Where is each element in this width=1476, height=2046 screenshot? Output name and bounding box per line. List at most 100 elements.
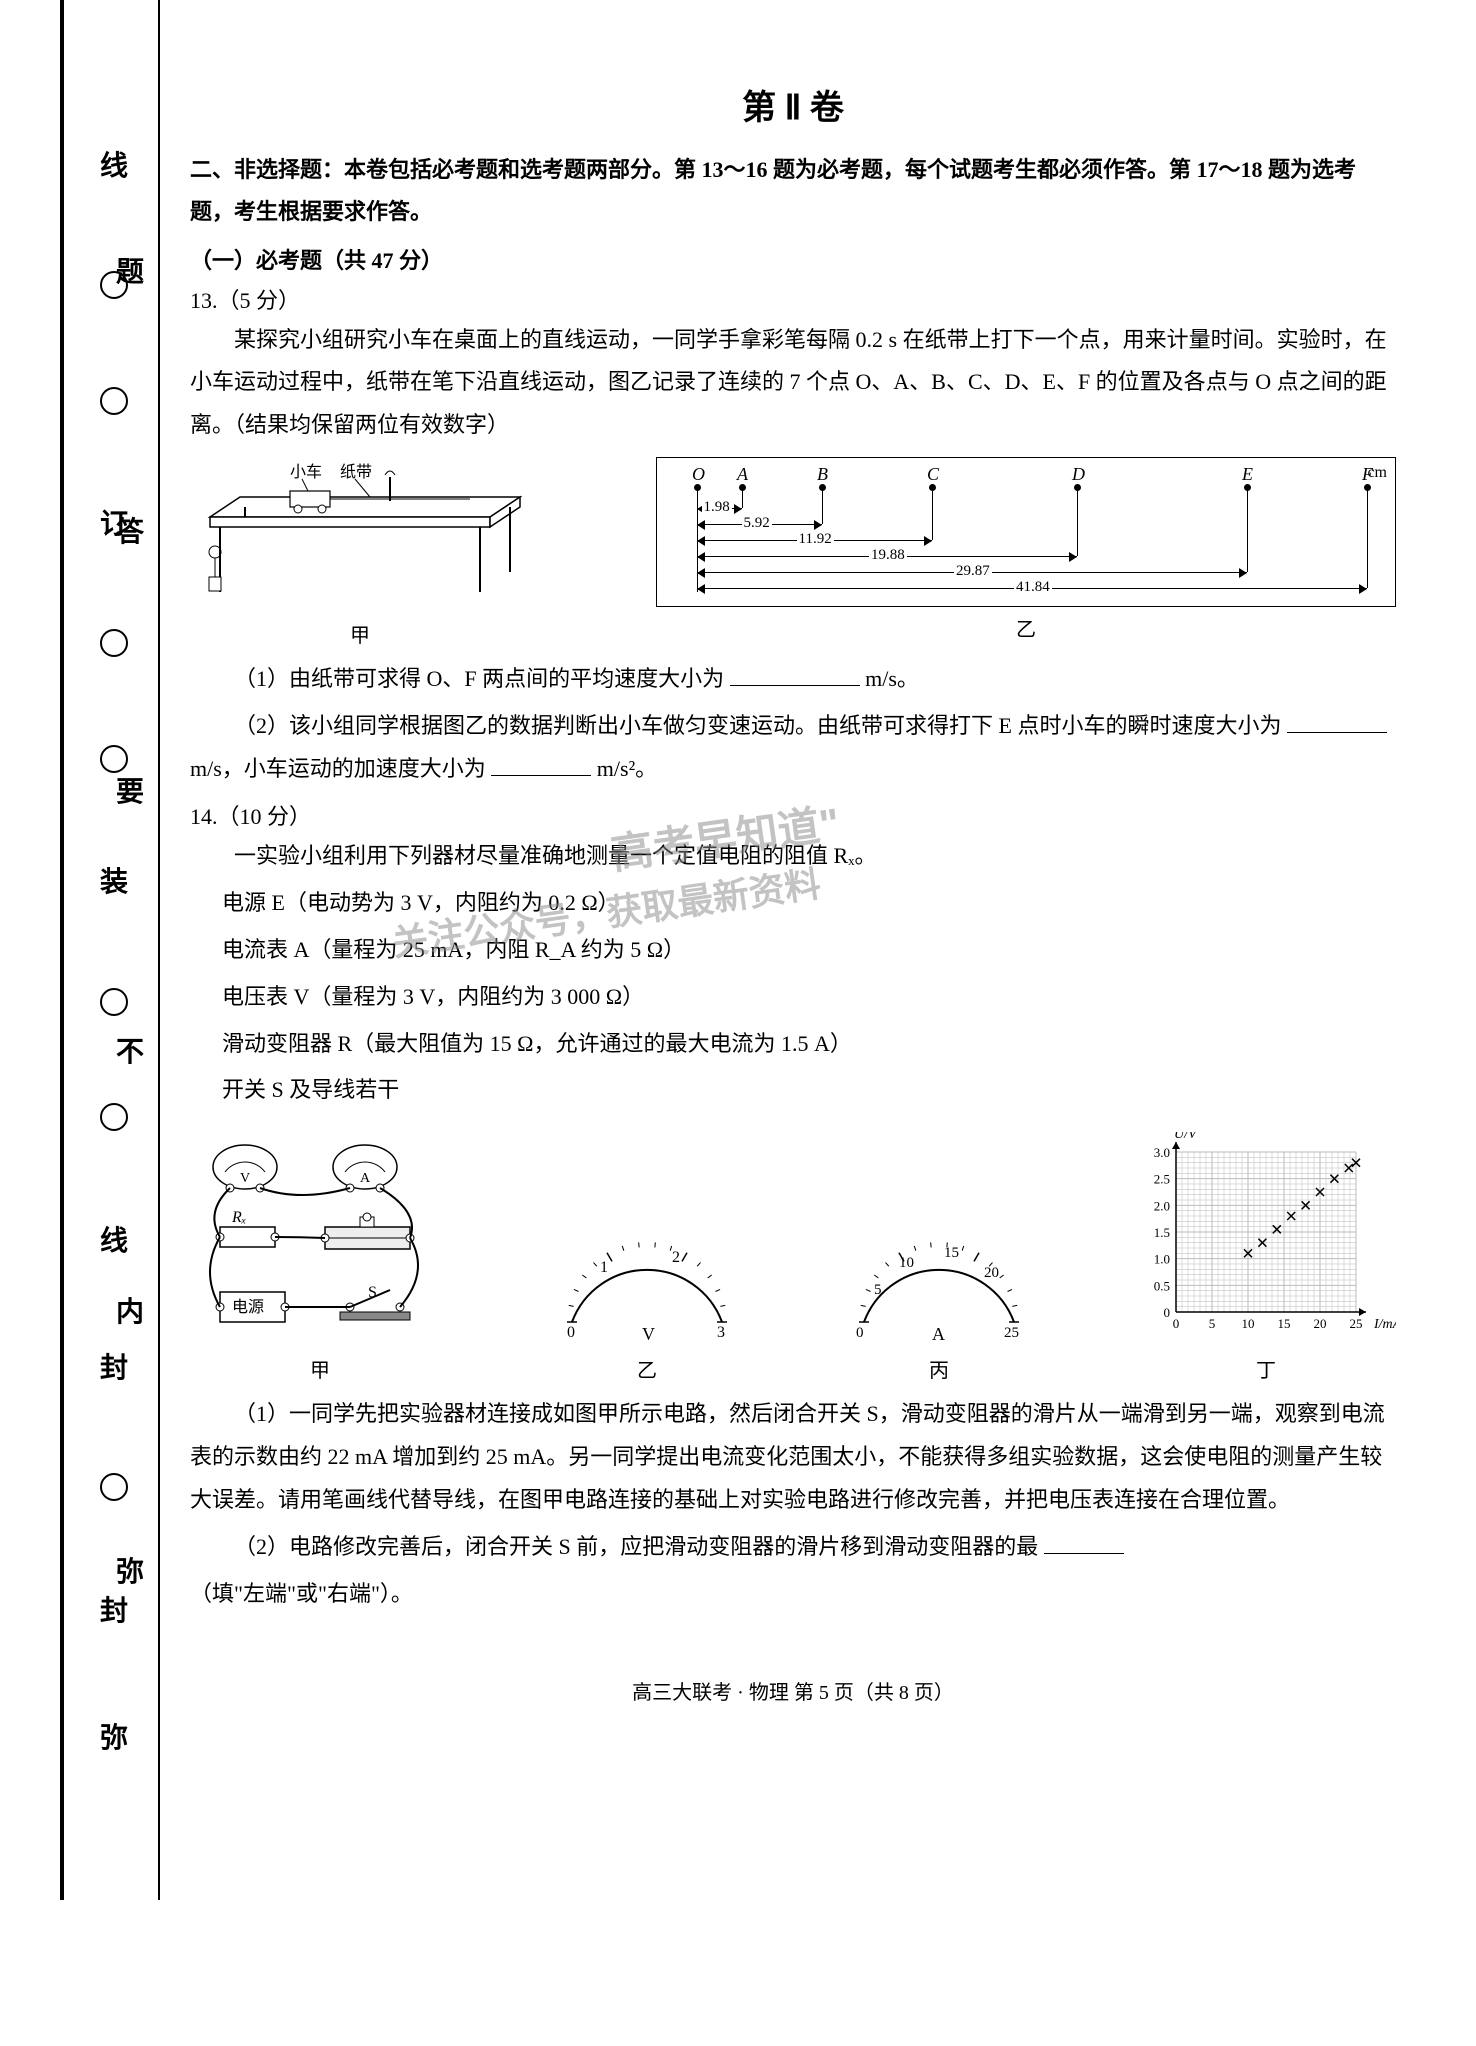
question-subpart: （1）一同学先把实验器材连接成如图甲所示电路，然后闭合开关 S，滑动变阻器的滑片… (190, 1393, 1396, 1522)
svg-text:25: 25 (1004, 1325, 1019, 1341)
svg-text:A: A (360, 1171, 371, 1186)
dimension-label: 1.98 (702, 499, 732, 516)
binding-char: 题 (116, 250, 144, 290)
figure-desk: 小车 纸带 甲 (190, 457, 530, 648)
dimension-label: 41.84 (1014, 579, 1052, 596)
watermark-region: 高考早知道" 关注公众号，获取最新资料 一实验小组利用下列器材尽量准确地测量一个… (190, 835, 1396, 1112)
svg-text:15: 15 (944, 1245, 959, 1261)
circuit-svg: V A Rₓ (190, 1132, 450, 1342)
text-span: m/s，小车运动的加速度大小为 (190, 756, 486, 781)
ruler-tick-icon (697, 488, 698, 500)
svg-text:0: 0 (856, 1325, 864, 1341)
ruler-tick-icon (932, 488, 933, 500)
svg-text:2: 2 (672, 1249, 680, 1266)
list-item: 电压表 V（量程为 3 V，内阻约为 3 000 Ω） (222, 976, 1396, 1019)
binding-char: 不 (116, 1030, 144, 1070)
dimension-label: 19.88 (869, 547, 907, 564)
svg-text:0: 0 (567, 1324, 575, 1341)
question-text: 某探究小组研究小车在桌面上的直线运动，一同学手拿彩笔每隔 0.2 s 在纸带上打… (190, 319, 1396, 448)
desk-svg: 小车 纸带 (190, 457, 530, 607)
svg-text:V: V (642, 1324, 655, 1342)
svg-text:1: 1 (600, 1259, 608, 1276)
ruler-tick-icon (822, 488, 823, 500)
ruler-point-label: F (1362, 464, 1373, 485)
svg-text:1.0: 1.0 (1154, 1252, 1170, 1267)
ruler-point-label: D (1072, 464, 1085, 485)
answer-blank[interactable] (1287, 709, 1387, 733)
question-text: 一实验小组利用下列器材尽量准确地测量一个定值电阻的阻值 Rₓ。 (190, 835, 1396, 878)
answer-blank[interactable] (1044, 1530, 1124, 1554)
svg-text:V: V (240, 1171, 250, 1186)
svg-text:S: S (368, 1284, 377, 1301)
page: 线 订 装 线 封 封 弥 题 答 要 不 内 弥 第 Ⅱ 卷 二、非选择题：本… (0, 0, 1476, 2046)
figure-caption: 甲 (190, 619, 530, 648)
dimension-label: 11.92 (797, 531, 834, 548)
svg-text:5: 5 (1209, 1316, 1216, 1331)
svg-text:3: 3 (717, 1324, 725, 1341)
svg-text:10: 10 (1242, 1316, 1255, 1331)
figure-caption: 甲 (190, 1354, 450, 1383)
binding-char: 要 (116, 770, 144, 810)
binding-column-2: 题 答 要 不 内 弥 (105, 0, 155, 1900)
text-span: （2）该小组同学根据图乙的数据判断出小车做匀变速运动。由纸带可求得打下 E 点时… (234, 713, 1281, 738)
svg-text:5: 5 (874, 1282, 882, 1298)
figure-voltmeter-dial: 0 1 2 3 V 乙 (552, 1222, 742, 1383)
question-number: 13.（5 分） (190, 283, 1396, 315)
svg-text:3.0: 3.0 (1154, 1145, 1170, 1160)
question-number: 14.（10 分） (190, 799, 1396, 831)
dimension-label: 29.87 (954, 563, 992, 580)
answer-blank[interactable] (730, 662, 860, 686)
list-item: 电源 E（电动势为 3 V，内阻约为 0.2 Ω） (222, 882, 1396, 925)
ruler-point-label: E (1242, 464, 1253, 485)
voltmeter-svg: 0 1 2 3 V (552, 1222, 742, 1342)
answer-blank[interactable] (491, 752, 591, 776)
svg-text:2.0: 2.0 (1154, 1199, 1170, 1214)
list-item: 开关 S 及导线若干 (222, 1069, 1396, 1112)
svg-text:15: 15 (1278, 1316, 1291, 1331)
figure-caption: 乙 (552, 1354, 742, 1383)
page-footer: 高三大联考 · 物理 第 5 页（共 8 页） (190, 1676, 1396, 1735)
text-span: m/s²。 (597, 756, 657, 781)
figure-row: 小车 纸带 甲 cm OABCDEF1.985.9211.9219.8829.8… (190, 457, 1396, 648)
binding-char: 答 (116, 510, 144, 550)
dimension-label: 5.92 (742, 515, 772, 532)
svg-text:U/V: U/V (1174, 1132, 1198, 1142)
section-heading: 二、非选择题：本卷包括必考题和选考题两部分。第 13～16 题为必考题，每个试题… (190, 149, 1396, 233)
ruler-svg: cm OABCDEF1.985.9211.9219.8829.8741.84 (656, 457, 1396, 607)
svg-text:0.5: 0.5 (1154, 1279, 1170, 1294)
ruler-point-label: C (927, 464, 939, 485)
ruler-tick-icon (742, 488, 743, 500)
svg-text:25: 25 (1350, 1316, 1363, 1331)
content-area: 第 Ⅱ 卷 二、非选择题：本卷包括必考题和选考题两部分。第 13～16 题为必考… (190, 40, 1396, 1735)
figure-caption: 丁 (1136, 1354, 1396, 1383)
ruler-tick-icon (1077, 488, 1078, 500)
svg-text:0: 0 (1164, 1305, 1171, 1320)
ruler-point-label: A (737, 464, 748, 485)
figure-ammeter-dial: 0 5 10 15 20 25 A 丙 (844, 1222, 1034, 1383)
text-span: （2）电路修改完善后，闭合开关 S 前，应把滑动变阻器的滑片移到滑动变阻器的最 (234, 1534, 1038, 1559)
binding-char: 弥 (116, 1550, 144, 1590)
svg-text:电源: 电源 (232, 1298, 264, 1316)
question-subpart: （2）电路修改完善后，闭合开关 S 前，应把滑动变阻器的滑片移到滑动变阻器的最 (190, 1526, 1396, 1569)
item-list: 电源 E（电动势为 3 V，内阻约为 0.2 Ω） 电流表 A（量程为 25 m… (222, 882, 1396, 1112)
figure-caption: 乙 (656, 613, 1396, 642)
svg-text:0: 0 (1173, 1316, 1180, 1331)
svg-text:2.5: 2.5 (1154, 1172, 1170, 1187)
figure-circuit: V A Rₓ (190, 1132, 450, 1383)
ruler-point-label: O (692, 464, 705, 485)
figure-chart: 00.51.01.52.02.53.00510152025I/mAU/V 丁 (1136, 1132, 1396, 1383)
chart-svg: 00.51.01.52.02.53.00510152025I/mAU/V (1136, 1132, 1396, 1342)
label-car: 小车 (290, 463, 322, 481)
figure-caption: 丙 (844, 1354, 1034, 1383)
ruler-tick-icon (1247, 488, 1248, 500)
subsection-heading: （一）必考题（共 47 分） (190, 243, 1396, 275)
figure-ruler: cm OABCDEF1.985.9211.9219.8829.8741.84 乙 (656, 457, 1396, 642)
text-span: （1）由纸带可求得 O、F 两点间的平均速度大小为 (234, 666, 724, 691)
question-subpart: （2）该小组同学根据图乙的数据判断出小车做匀变速运动。由纸带可求得打下 E 点时… (190, 705, 1396, 791)
figure-row-2: V A Rₓ (190, 1132, 1396, 1383)
svg-text:1.5: 1.5 (1154, 1225, 1170, 1240)
list-item: 电流表 A（量程为 25 mA，内阻 R_A 约为 5 Ω） (222, 929, 1396, 972)
page-title: 第 Ⅱ 卷 (190, 80, 1396, 129)
text-span: m/s。 (865, 666, 919, 691)
ruler-point-label: B (817, 464, 828, 485)
